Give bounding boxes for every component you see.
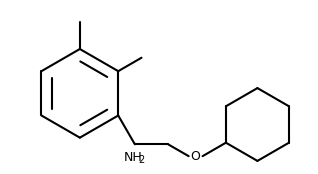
Text: 2: 2 bbox=[139, 155, 145, 165]
Text: NH: NH bbox=[124, 151, 143, 164]
Text: O: O bbox=[191, 150, 201, 163]
